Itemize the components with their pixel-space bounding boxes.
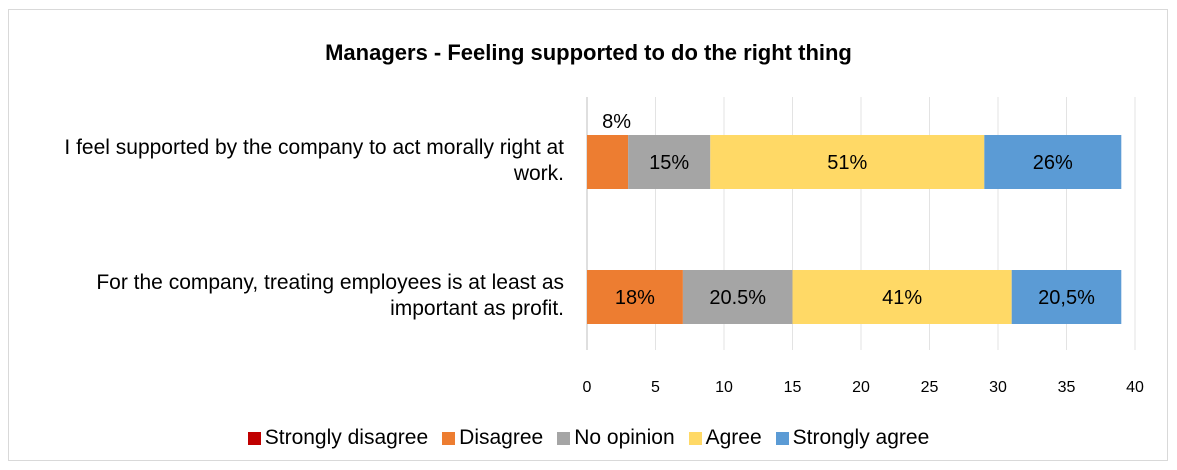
category-label-1: For the company, treating employees is a… — [96, 271, 564, 320]
legend-swatch — [688, 431, 702, 445]
data-label-agree-1: 41% — [882, 287, 922, 309]
legend-label: Strongly agree — [792, 426, 930, 449]
legend-swatch — [557, 431, 571, 445]
bar-agree-0 — [710, 135, 985, 189]
data-label-disagree-1: 18% — [615, 287, 655, 309]
legend-label: Strongly disagree — [264, 426, 429, 449]
bar-disagree-0 — [587, 135, 629, 189]
x-tick-label-1: 5 — [651, 379, 660, 396]
x-tick-label-7: 35 — [1058, 379, 1076, 396]
legend-swatch — [247, 431, 261, 445]
legend-item-agree: Agree — [688, 426, 762, 450]
legend-label: Agree — [705, 426, 762, 449]
data-label-strongly-agree-1: 20,5% — [1038, 287, 1095, 309]
data-label-agree-0: 51% — [827, 152, 867, 174]
data-label-strongly-agree-0: 26% — [1033, 152, 1073, 174]
bar-strongly-agree-0 — [984, 135, 1122, 189]
legend-item-disagree: Disagree — [442, 426, 543, 450]
data-label-no-opinion-0: 15% — [649, 152, 689, 174]
bar-disagree-1 — [587, 270, 683, 324]
data-label-no-opinion-1: 20.5% — [709, 287, 766, 309]
bar-agree-1 — [792, 270, 1012, 324]
x-tick-label-4: 20 — [852, 379, 870, 396]
chart-title: Managers - Feeling supported to do the r… — [325, 40, 852, 65]
legend-swatch — [775, 431, 789, 445]
bar-no-opinion-0 — [628, 135, 711, 189]
chart-frame — [8, 9, 1168, 461]
legend-item-no-opinion: No opinion — [557, 426, 675, 450]
legend-item-strongly-agree: Strongly agree — [775, 426, 930, 450]
x-tick-label-2: 10 — [715, 379, 733, 396]
x-tick-label-0: 0 — [583, 379, 592, 396]
x-tick-label-5: 25 — [921, 379, 939, 396]
legend-item-strongly-disagree: Strongly disagree — [247, 426, 429, 450]
x-tick-label-8: 40 — [1126, 379, 1144, 396]
legend-swatch — [442, 431, 456, 445]
bar-strongly-agree-1 — [1011, 270, 1122, 324]
legend-label: Disagree — [459, 426, 544, 449]
legend-label: No opinion — [574, 426, 675, 449]
legend: Strongly disagree Disagree No opinion Agree… — [0, 426, 1177, 450]
x-tick-label-6: 30 — [989, 379, 1007, 396]
bar-no-opinion-1 — [682, 270, 793, 324]
data-label-disagree-0: 8% — [602, 111, 631, 133]
category-label-0: I feel supported by the company to act m… — [64, 136, 564, 185]
x-tick-label-3: 15 — [784, 379, 802, 396]
